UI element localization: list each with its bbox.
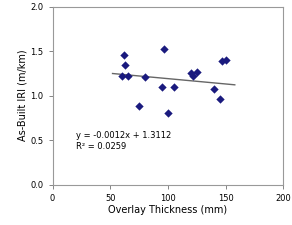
- Point: [212, 88, 216, 91]
- Point: [162, 48, 167, 51]
- Point: [160, 85, 164, 89]
- Point: [189, 72, 193, 75]
- Point: [171, 85, 176, 89]
- Point: [125, 74, 130, 78]
- Point: [119, 74, 124, 78]
- Point: [191, 74, 196, 78]
- Y-axis label: As-Built IRI (m/km): As-Built IRI (m/km): [18, 50, 28, 142]
- Point: [166, 112, 170, 115]
- Point: [142, 75, 147, 79]
- X-axis label: Overlay Thickness (mm): Overlay Thickness (mm): [108, 205, 227, 215]
- Text: y = -0.0012x + 1.3112
R² = 0.0259: y = -0.0012x + 1.3112 R² = 0.0259: [76, 131, 171, 151]
- Point: [218, 97, 222, 101]
- Point: [122, 53, 126, 56]
- Point: [123, 63, 128, 66]
- Point: [137, 104, 141, 108]
- Point: [223, 58, 228, 62]
- Point: [194, 70, 199, 73]
- Point: [220, 59, 225, 63]
